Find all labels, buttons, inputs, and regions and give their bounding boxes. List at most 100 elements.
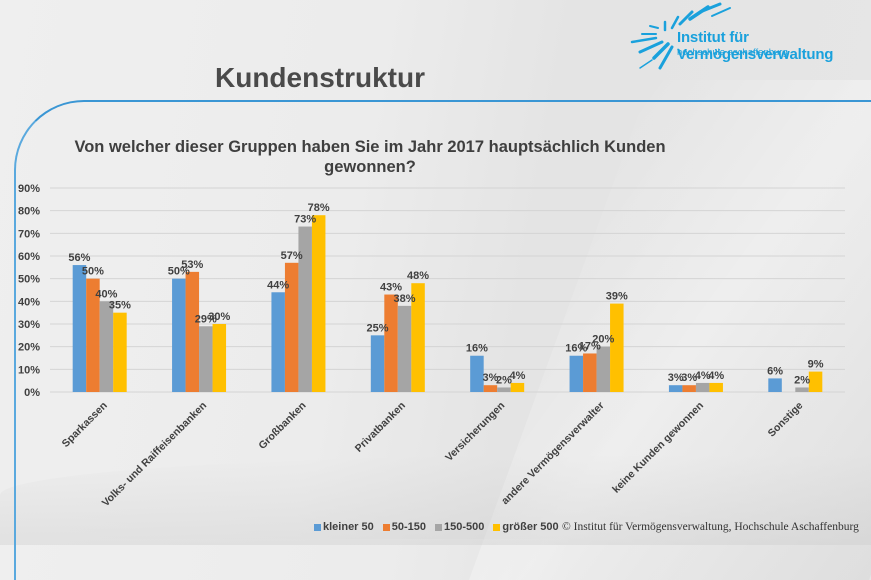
data-label: 3% bbox=[681, 372, 697, 384]
logo-burst-icon bbox=[630, 2, 731, 70]
y-tick-label: 60% bbox=[18, 251, 40, 263]
x-tick-label: Versicherungen bbox=[443, 400, 507, 464]
bar-kleiner-50 bbox=[370, 335, 385, 392]
bar-kleiner-50 bbox=[172, 278, 186, 392]
legend-label: 50-150 bbox=[391, 521, 427, 533]
y-tick-label: 70% bbox=[18, 228, 40, 240]
bar-größer-500 bbox=[808, 371, 823, 392]
data-label: 9% bbox=[808, 359, 824, 371]
decorative-swoosh bbox=[14, 100, 871, 580]
copyright-notice: © Institut für Vermögensverwaltung, Hoch… bbox=[562, 521, 859, 533]
x-tick-label: Privatbanken bbox=[353, 400, 408, 455]
y-axis-ticks: 0% 10% 20% 30% 40% 50% 60% 70% 80% 90% bbox=[18, 183, 40, 399]
legend-item-kleiner-50: kleiner 50 bbox=[314, 521, 374, 533]
legend-item-groesser-500: größer 500 bbox=[493, 521, 559, 533]
data-label: 25% bbox=[367, 322, 389, 334]
bar-größer-500 bbox=[510, 382, 525, 392]
bar-50-150 bbox=[682, 385, 696, 392]
legend-label: 150-500 bbox=[444, 521, 485, 533]
y-tick-label: 80% bbox=[18, 206, 40, 218]
legend-label: größer 500 bbox=[502, 521, 559, 533]
bar-kleiner-50 bbox=[271, 292, 285, 392]
data-label: 35% bbox=[109, 300, 131, 312]
y-tick-label: 40% bbox=[18, 296, 40, 308]
bar-kleiner-50 bbox=[668, 385, 683, 392]
legend-swatch bbox=[435, 523, 443, 531]
x-tick-label: Volks- und Raiffeisenbanken bbox=[100, 400, 209, 509]
bar-50-150 bbox=[284, 262, 299, 392]
data-label: 4% bbox=[708, 370, 724, 382]
legend-swatch bbox=[382, 523, 390, 531]
x-tick-label: Sparkassen bbox=[60, 400, 110, 450]
y-tick-label: 30% bbox=[18, 319, 40, 331]
data-label: 39% bbox=[606, 291, 628, 303]
y-tick-label: 0% bbox=[24, 387, 40, 399]
bar-50-150 bbox=[86, 278, 100, 392]
data-label: 48% bbox=[407, 270, 429, 282]
bar-größer-500 bbox=[113, 312, 127, 392]
data-label: 3% bbox=[482, 372, 498, 384]
bar-50-150 bbox=[185, 271, 200, 392]
chart-title: Von welcher dieser Gruppen haben Sie im … bbox=[30, 137, 710, 177]
data-label: 78% bbox=[308, 202, 330, 214]
data-label: 56% bbox=[68, 252, 90, 264]
data-label: 30% bbox=[208, 311, 230, 323]
bar-150-500 bbox=[497, 387, 511, 392]
bars bbox=[72, 215, 823, 392]
data-label: 57% bbox=[281, 250, 303, 262]
legend-swatch bbox=[493, 523, 501, 531]
bar-150-500 bbox=[695, 382, 710, 392]
data-label: 40% bbox=[95, 288, 117, 300]
bar-kleiner-50 bbox=[470, 355, 484, 392]
data-label: 17% bbox=[579, 340, 601, 352]
data-label: 4% bbox=[695, 370, 711, 382]
bar-größer-500 bbox=[411, 283, 425, 392]
data-labels: 56%50%40%35%50%53%29%30%44%57%73%78%25%4… bbox=[68, 202, 823, 386]
data-label: 3% bbox=[668, 372, 684, 384]
x-tick-label: andere Vermögensverwalter bbox=[499, 400, 607, 508]
bar-größer-500 bbox=[709, 382, 723, 392]
bar-50-150 bbox=[583, 353, 597, 392]
bar-150-500 bbox=[795, 387, 809, 392]
x-tick-label: Sonstige bbox=[766, 400, 806, 440]
data-label: 16% bbox=[466, 343, 488, 355]
data-label: 4% bbox=[509, 370, 525, 382]
bar-150-500 bbox=[298, 226, 312, 392]
y-tick-label: 10% bbox=[18, 364, 40, 376]
data-label: 2% bbox=[496, 374, 512, 386]
bar-kleiner-50 bbox=[72, 265, 87, 392]
chart-title-line-1: Von welcher dieser Gruppen haben Sie im … bbox=[74, 138, 666, 156]
bar-150-500 bbox=[199, 326, 213, 392]
y-tick-label: 90% bbox=[18, 183, 40, 195]
legend-swatch bbox=[314, 523, 321, 531]
chart-title-line-2: gewonnen? bbox=[324, 158, 416, 176]
bar-150-500 bbox=[596, 346, 611, 392]
data-label: 16% bbox=[565, 343, 587, 355]
bar-50-150 bbox=[483, 385, 498, 392]
data-label: 29% bbox=[195, 313, 217, 325]
legend-label: kleiner 50 bbox=[323, 521, 374, 533]
x-tick-label: Großbanken bbox=[256, 400, 308, 452]
logo-institute-name: Institut für Vermögensverwaltung bbox=[677, 29, 834, 63]
bar-150-500 bbox=[99, 301, 114, 392]
data-label: 2% bbox=[794, 374, 810, 386]
data-label: 6% bbox=[767, 365, 783, 377]
data-label: 43% bbox=[380, 282, 402, 294]
data-label: 38% bbox=[394, 293, 416, 305]
bar-größer-500 bbox=[212, 324, 227, 392]
bar-kleiner-50 bbox=[768, 378, 782, 392]
bar-chart: 0%10%20%30%40%50%60%70%80%90% 56%50%40%3… bbox=[18, 183, 845, 510]
bar-150-500 bbox=[397, 305, 412, 392]
bar-größer-500 bbox=[311, 215, 326, 392]
legend-item-50-150: 50-150 bbox=[382, 521, 427, 533]
gridlines bbox=[50, 187, 845, 393]
legend-item-150-500: 150-500 bbox=[435, 521, 484, 533]
bar-kleiner-50 bbox=[569, 355, 584, 392]
data-label: 53% bbox=[181, 259, 203, 271]
bar-50-150 bbox=[384, 294, 398, 392]
data-label: 44% bbox=[267, 279, 289, 291]
logo-school-name: hochschule aschaffenburg bbox=[677, 47, 788, 58]
data-label: 50% bbox=[168, 266, 190, 278]
y-tick-label: 20% bbox=[18, 342, 40, 354]
